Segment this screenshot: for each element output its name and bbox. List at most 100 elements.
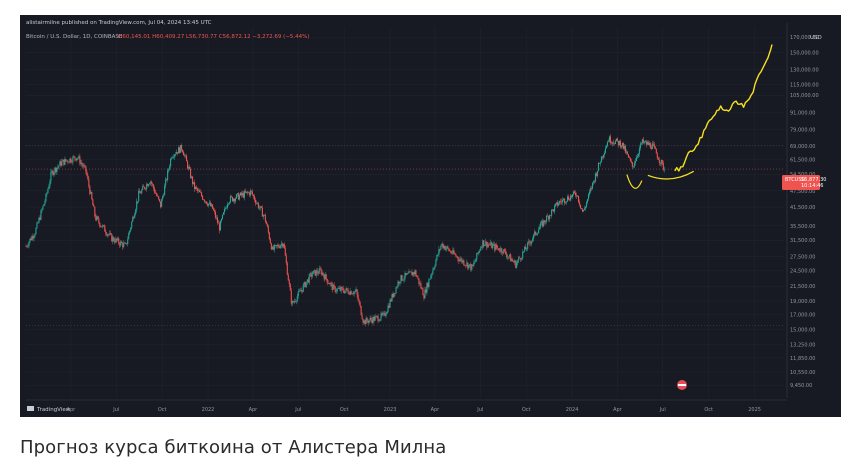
candle-body bbox=[396, 286, 398, 288]
candle-body bbox=[63, 159, 65, 165]
candle-body bbox=[541, 221, 543, 223]
candle-body bbox=[360, 305, 362, 315]
candle-body bbox=[133, 217, 135, 219]
candle-body bbox=[419, 283, 421, 284]
candle-body bbox=[307, 279, 309, 283]
candle-body bbox=[517, 260, 519, 263]
symbol-line: Bitcoin / U.S. Dollar, 1D, COINBASE bbox=[26, 34, 123, 40]
candle-body bbox=[413, 272, 415, 275]
candle-body bbox=[240, 192, 242, 196]
candle-body bbox=[352, 293, 354, 295]
candle-body bbox=[395, 287, 397, 294]
candle-body bbox=[582, 209, 585, 212]
candle-body bbox=[384, 312, 386, 316]
candle-body bbox=[584, 206, 587, 209]
candle-body bbox=[466, 262, 468, 266]
x-tick-label: Jul bbox=[659, 407, 666, 413]
candle-body bbox=[311, 274, 313, 277]
candle-body bbox=[71, 161, 73, 163]
candle-body bbox=[587, 194, 590, 200]
candle-body bbox=[422, 288, 424, 296]
candle-body bbox=[114, 241, 116, 243]
candle-body bbox=[187, 161, 189, 169]
candle-body bbox=[436, 254, 438, 261]
y-tick-label: 27,500.00 bbox=[790, 255, 815, 261]
candle-body bbox=[591, 182, 594, 189]
candle-body bbox=[406, 273, 408, 275]
x-tick-label: Oct bbox=[522, 407, 531, 413]
y-tick-label: 19,000.00 bbox=[790, 299, 815, 305]
candle-body bbox=[567, 196, 569, 202]
candle-body bbox=[438, 249, 440, 255]
candle-body bbox=[468, 264, 470, 269]
candle-body bbox=[641, 139, 643, 144]
candle-body bbox=[610, 142, 613, 144]
candle-body bbox=[452, 249, 454, 254]
candle-body bbox=[412, 272, 414, 276]
candle-body bbox=[119, 243, 121, 246]
candle-body bbox=[611, 142, 614, 144]
candle-body bbox=[90, 192, 92, 194]
candle-body bbox=[379, 319, 381, 321]
candle-body bbox=[62, 159, 64, 162]
candle-body bbox=[383, 312, 385, 314]
candle-body bbox=[440, 245, 442, 250]
candle-body bbox=[464, 265, 466, 266]
candle-body bbox=[85, 165, 87, 172]
candle-body bbox=[371, 319, 373, 323]
candle-body bbox=[643, 141, 645, 143]
candle-body bbox=[649, 143, 651, 148]
event-marker-icon[interactable] bbox=[677, 380, 687, 390]
candle-body bbox=[343, 291, 345, 294]
candle-body bbox=[483, 240, 485, 246]
candle-body bbox=[408, 271, 410, 274]
candle-body bbox=[402, 280, 404, 281]
candle-body bbox=[213, 210, 216, 212]
candle-body bbox=[196, 188, 199, 191]
y-tick-label: 10,550.00 bbox=[790, 370, 815, 376]
candle-body bbox=[593, 181, 596, 182]
candle-body bbox=[434, 265, 436, 268]
candle-body bbox=[144, 186, 146, 189]
candle-body bbox=[461, 258, 463, 263]
candle-body bbox=[405, 273, 407, 275]
publish-line: alistairmilne published on TradingView.c… bbox=[26, 20, 212, 26]
candle-body bbox=[572, 194, 574, 198]
candle-body bbox=[448, 248, 450, 251]
candle-body bbox=[524, 246, 526, 252]
candle-body bbox=[652, 143, 654, 145]
candle-body bbox=[55, 167, 57, 173]
candle-body bbox=[330, 282, 332, 284]
candle-body bbox=[231, 196, 234, 202]
chart-frame: 170,000.00 150,000.00 130,000.00 115,000.00… bbox=[20, 15, 841, 417]
candle-body bbox=[349, 291, 351, 295]
last-price-symbol: BTCUSD bbox=[785, 177, 806, 183]
candle-body bbox=[95, 215, 97, 221]
candle-body bbox=[102, 225, 104, 228]
candle-body bbox=[488, 244, 490, 246]
candle-body bbox=[59, 161, 61, 166]
candle-body bbox=[476, 252, 478, 260]
candle-body bbox=[592, 181, 595, 183]
candle-body bbox=[298, 290, 300, 292]
x-tick-label: Jul bbox=[112, 407, 119, 413]
y-tick-label: 91,000.00 bbox=[790, 110, 815, 116]
candle-body bbox=[427, 283, 429, 287]
y-tick-label: 105,000.00 bbox=[790, 93, 819, 99]
candle-body bbox=[296, 296, 298, 302]
candle-body bbox=[202, 199, 205, 201]
candle-body bbox=[285, 255, 287, 264]
candle-body bbox=[226, 204, 229, 208]
candle-body bbox=[618, 140, 620, 146]
candle-body bbox=[168, 169, 170, 171]
candle-body bbox=[324, 274, 326, 280]
candle-body bbox=[529, 241, 531, 243]
candle-body bbox=[310, 273, 312, 277]
candle-body bbox=[149, 183, 151, 185]
candle-body bbox=[225, 207, 228, 209]
candle-body bbox=[79, 156, 81, 164]
candle-body bbox=[183, 151, 185, 156]
candle-body bbox=[357, 294, 359, 301]
candle-body bbox=[170, 158, 172, 167]
candle-body bbox=[266, 224, 268, 227]
